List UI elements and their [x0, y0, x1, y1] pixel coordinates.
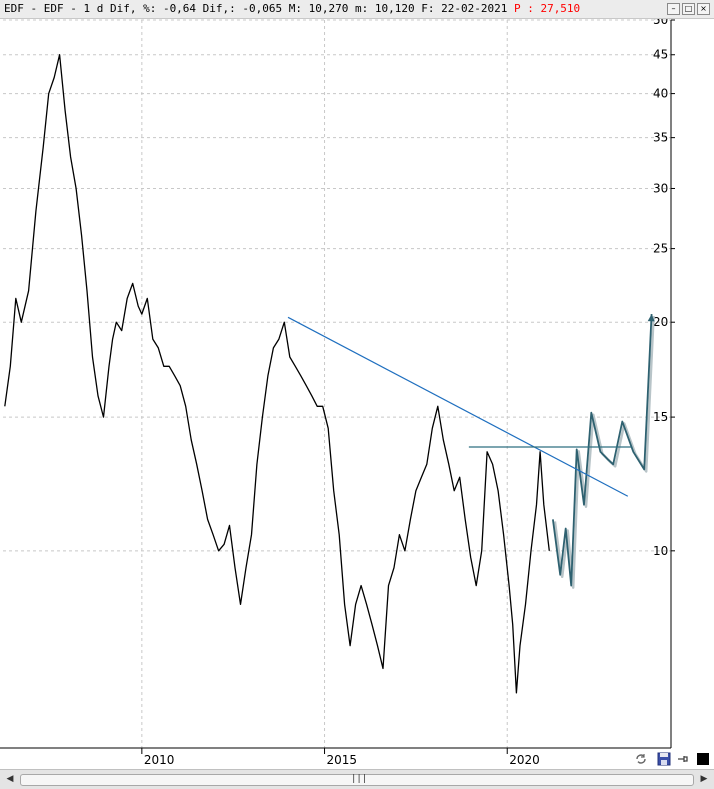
price-label: P : 27,510	[513, 2, 581, 15]
scroll-left-icon[interactable]: ◀	[6, 774, 14, 784]
y-tick-label: 40	[653, 87, 668, 101]
y-tick-label: 45	[653, 48, 668, 62]
scroll-track[interactable]: |||	[20, 774, 694, 786]
price-line	[4, 54, 550, 694]
x-tick-label: 2020	[509, 753, 540, 767]
x-axis-ticks: 2010 2015 2020	[141, 748, 540, 767]
x-tick-label: 2015	[327, 753, 358, 767]
chart-axes	[0, 20, 672, 749]
projection-line	[552, 314, 653, 587]
chart-title-bar: EDF - EDF - 1 d Dif, %: -0,64 Dif,: -0,0…	[0, 0, 714, 19]
black-square-icon[interactable]	[696, 752, 710, 766]
y-tick-label: 30	[653, 181, 668, 195]
y-tick-label: 50	[653, 19, 668, 27]
y-tick-label: 15	[653, 410, 668, 424]
y-tick-label: 25	[653, 242, 668, 256]
window-buttons: – □ ×	[667, 3, 710, 15]
close-icon[interactable]: ×	[697, 3, 710, 15]
y-tick-label: 35	[653, 131, 668, 145]
scroll-grip-icon[interactable]: |||	[351, 774, 368, 784]
projection-arrowhead	[647, 314, 655, 322]
pin-icon[interactable]	[676, 752, 690, 766]
y-tick-label: 20	[653, 315, 668, 329]
save-icon[interactable]	[657, 752, 671, 766]
refresh-icon[interactable]	[634, 752, 648, 766]
horizontal-scrollbar[interactable]: ◀ ||| ▶	[0, 769, 714, 789]
scroll-right-icon[interactable]: ▶	[700, 774, 708, 784]
chart-header-text: EDF - EDF - 1 d Dif, %: -0,64 Dif,: -0,0…	[4, 2, 581, 15]
chart-annotations	[287, 316, 632, 497]
price-chart[interactable]: 10 15 20 25 30 35 40 45 50 2010 2015 2020	[0, 19, 714, 769]
minimize-icon[interactable]: –	[667, 3, 680, 15]
chart-gridlines	[3, 19, 671, 748]
trendline	[287, 316, 629, 497]
y-tick-label: 10	[653, 544, 668, 558]
y-axis-ticks: 10 15 20 25 30 35 40 45 50	[653, 19, 675, 558]
maximize-icon[interactable]: □	[682, 3, 695, 15]
x-tick-label: 2010	[144, 753, 175, 767]
projection-shadow	[553, 316, 655, 589]
chart-series	[4, 54, 655, 694]
